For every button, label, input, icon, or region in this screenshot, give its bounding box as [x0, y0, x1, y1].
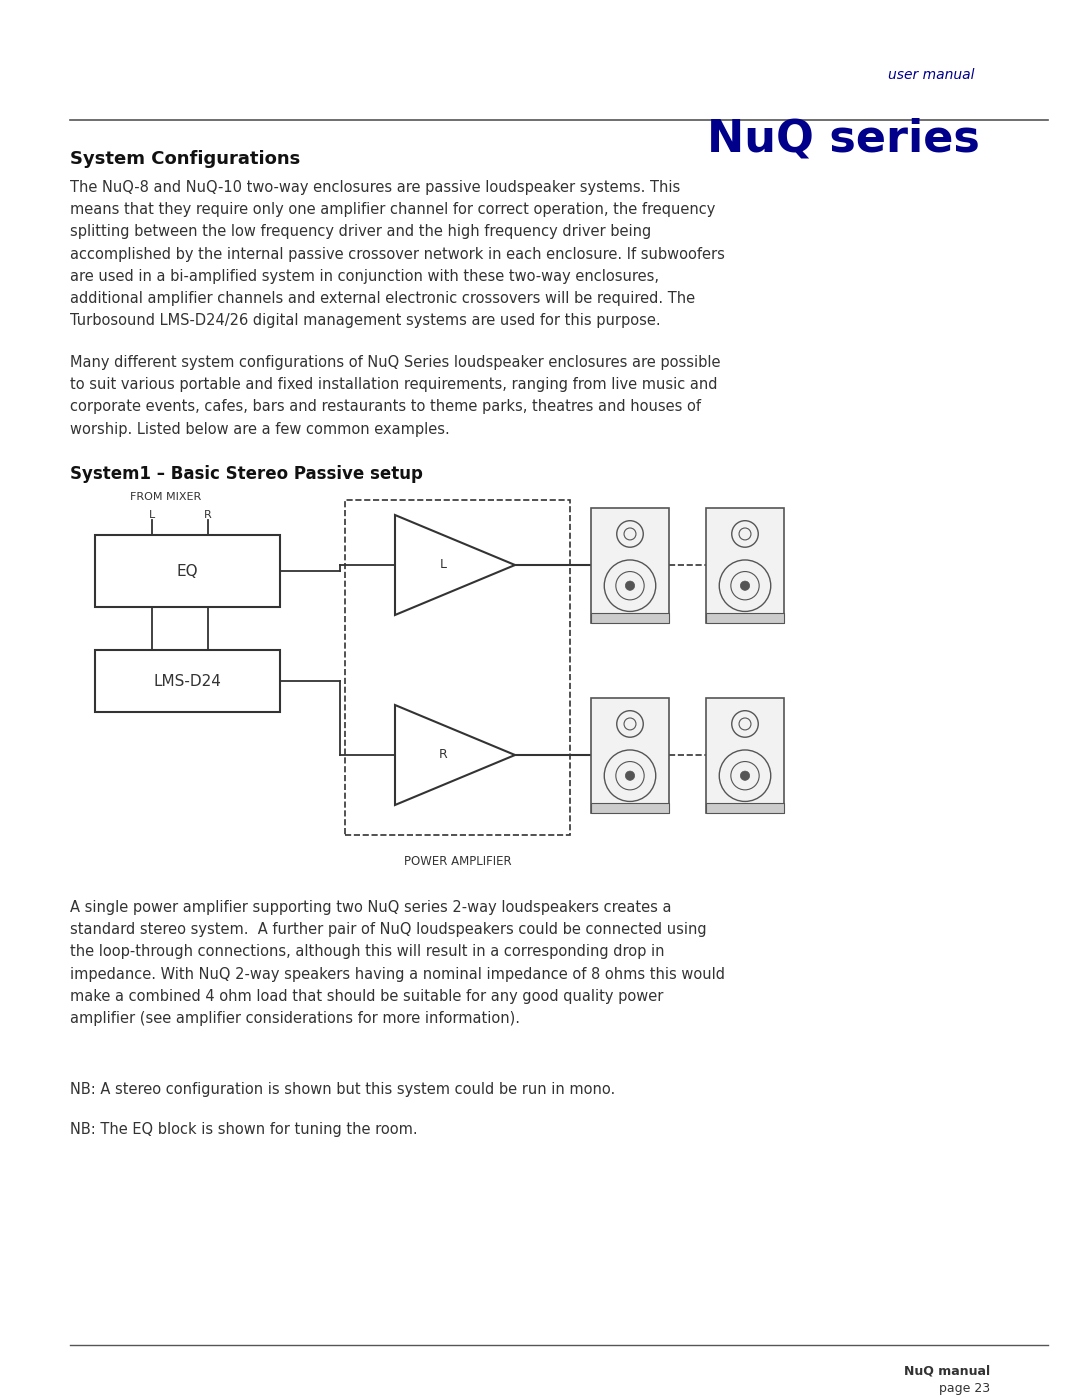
Text: POWER AMPLIFIER: POWER AMPLIFIER	[404, 855, 511, 868]
Text: page 23: page 23	[939, 1382, 990, 1396]
Text: LMS-D24: LMS-D24	[153, 673, 221, 689]
Bar	[706, 697, 784, 813]
Bar	[706, 507, 784, 623]
Bar	[345, 500, 570, 835]
Circle shape	[741, 581, 750, 591]
Text: A single power amplifier supporting two NuQ series 2-way loudspeakers creates a
: A single power amplifier supporting two …	[70, 900, 725, 1025]
Text: EQ: EQ	[177, 563, 199, 578]
Text: FROM MIXER: FROM MIXER	[130, 492, 201, 502]
Bar	[591, 507, 669, 623]
Bar	[591, 613, 669, 623]
Text: NB: The EQ block is shown for tuning the room.: NB: The EQ block is shown for tuning the…	[70, 1122, 418, 1137]
Text: NuQ series: NuQ series	[707, 117, 980, 161]
Text: NB: A stereo configuration is shown but this system could be run in mono.: NB: A stereo configuration is shown but …	[70, 1083, 616, 1097]
Text: R: R	[204, 510, 212, 520]
Circle shape	[625, 771, 635, 781]
Text: The NuQ-8 and NuQ-10 two-way enclosures are passive loudspeaker systems. This
me: The NuQ-8 and NuQ-10 two-way enclosures …	[70, 180, 725, 328]
Text: NuQ manual: NuQ manual	[904, 1365, 990, 1377]
Bar	[95, 535, 280, 608]
Text: R: R	[438, 749, 447, 761]
Bar	[591, 803, 669, 813]
Text: user manual: user manual	[889, 68, 975, 82]
Text: L: L	[440, 559, 446, 571]
Text: Many different system configurations of NuQ Series loudspeaker enclosures are po: Many different system configurations of …	[70, 355, 720, 437]
Bar	[706, 803, 784, 813]
Circle shape	[741, 771, 750, 781]
Bar	[706, 613, 784, 623]
Bar	[95, 650, 280, 712]
Text: System Configurations: System Configurations	[70, 149, 300, 168]
Text: System1 – Basic Stereo Passive setup: System1 – Basic Stereo Passive setup	[70, 465, 423, 483]
Bar	[591, 697, 669, 813]
Text: L: L	[149, 510, 156, 520]
Circle shape	[625, 581, 635, 591]
